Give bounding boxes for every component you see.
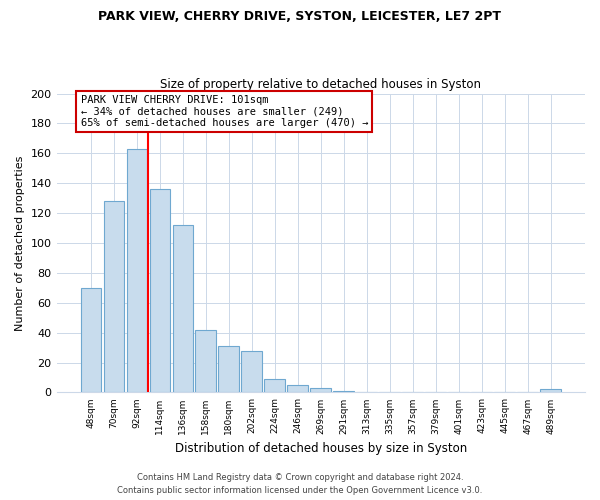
Text: Contains HM Land Registry data © Crown copyright and database right 2024.
Contai: Contains HM Land Registry data © Crown c… (118, 474, 482, 495)
Bar (196, 330, 216, 392)
Bar (218, 346, 239, 393)
Bar (310, 388, 331, 392)
Bar (80, 288, 101, 393)
Bar (287, 385, 308, 392)
Bar (127, 149, 147, 392)
Title: Size of property relative to detached houses in Syston: Size of property relative to detached ho… (160, 78, 481, 91)
X-axis label: Distribution of detached houses by size in Syston: Distribution of detached houses by size … (175, 442, 467, 455)
Bar (241, 350, 262, 393)
Bar (334, 391, 354, 392)
Bar (540, 390, 561, 392)
Bar (173, 225, 193, 392)
Text: PARK VIEW CHERRY DRIVE: 101sqm
← 34% of detached houses are smaller (249)
65% of: PARK VIEW CHERRY DRIVE: 101sqm ← 34% of … (80, 95, 368, 128)
Bar (104, 201, 124, 392)
Text: PARK VIEW, CHERRY DRIVE, SYSTON, LEICESTER, LE7 2PT: PARK VIEW, CHERRY DRIVE, SYSTON, LEICEST… (98, 10, 502, 23)
Y-axis label: Number of detached properties: Number of detached properties (15, 156, 25, 330)
Bar (149, 189, 170, 392)
Bar (265, 379, 285, 392)
